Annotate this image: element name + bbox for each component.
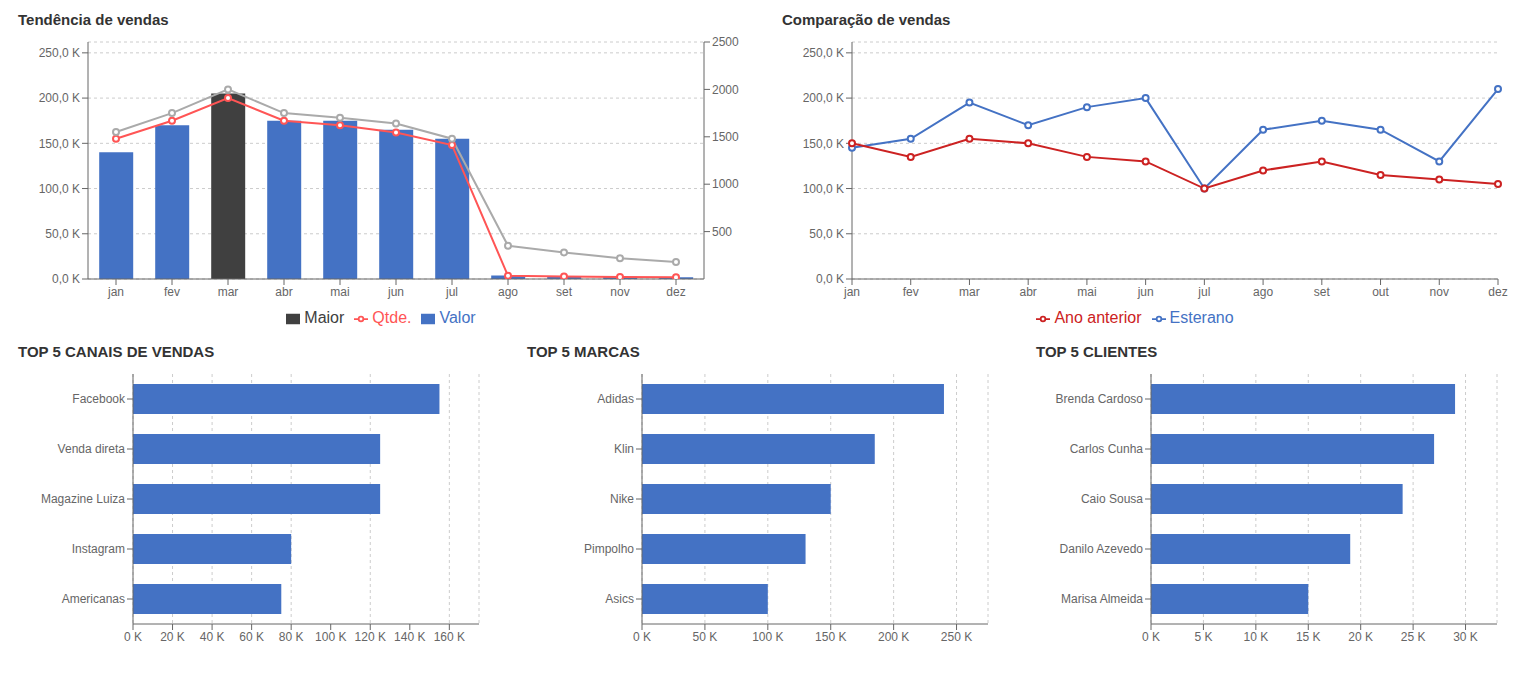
html-text:Maior: Maior (304, 309, 345, 326)
html-text:Esterano: Esterano (1169, 309, 1234, 326)
svg-text:Magazine Luiza: Magazine Luiza (41, 492, 125, 506)
svg-text:60 K: 60 K (239, 630, 264, 644)
html-text:Tendência de vendas: Tendência de vendas (18, 11, 169, 28)
svg-text:100,0 K: 100,0 K (803, 182, 844, 196)
svg-text:jan: jan (107, 285, 124, 299)
svg-text:Carlos Cunha: Carlos Cunha (1070, 442, 1144, 456)
svg-text:0,0 K: 0,0 K (52, 272, 80, 286)
svg-text:Brenda Cardoso: Brenda Cardoso (1056, 392, 1144, 406)
svg-text:out: out (1372, 285, 1389, 299)
svg-text:set: set (556, 285, 573, 299)
html-text:Ano anterior: Ano anterior (1054, 309, 1142, 326)
svg-text:200 K: 200 K (878, 630, 909, 644)
svg-text:Pimpolho: Pimpolho (584, 542, 634, 556)
svg-text:140 K: 140 K (394, 630, 425, 644)
svg-text:40 K: 40 K (200, 630, 225, 644)
svg-text:30 K: 30 K (1453, 630, 1478, 644)
svg-text:10 K: 10 K (1244, 630, 1269, 644)
svg-text:150,0 K: 150,0 K (39, 137, 80, 151)
svg-text:500: 500 (712, 225, 732, 239)
svg-text:0,0 K: 0,0 K (816, 272, 844, 286)
svg-text:Caio Sousa: Caio Sousa (1081, 492, 1143, 506)
svg-text:200,0 K: 200,0 K (39, 91, 80, 105)
svg-text:mar: mar (959, 285, 980, 299)
html-text:Qtde.: Qtde. (372, 309, 412, 326)
svg-text:100 K: 100 K (752, 630, 783, 644)
svg-text:2000: 2000 (712, 83, 739, 97)
html-text:Valor: Valor (439, 309, 476, 326)
svg-text:Adidas: Adidas (597, 392, 634, 406)
svg-text:150,0 K: 150,0 K (803, 137, 844, 151)
svg-text:ago: ago (498, 285, 518, 299)
svg-text:0 K: 0 K (633, 630, 651, 644)
svg-text:fev: fev (903, 285, 919, 299)
svg-text:jul: jul (445, 285, 458, 299)
svg-text:set: set (1314, 285, 1331, 299)
html-text:TOP 5 CLIENTES: TOP 5 CLIENTES (1036, 343, 1158, 360)
html-text:TOP 5 MARCAS: TOP 5 MARCAS (527, 343, 640, 360)
svg-text:mar: mar (218, 285, 239, 299)
svg-text:jun: jun (387, 285, 404, 299)
svg-text:nov: nov (610, 285, 629, 299)
svg-text:100,0 K: 100,0 K (39, 182, 80, 196)
svg-text:25 K: 25 K (1401, 630, 1426, 644)
svg-text:20 K: 20 K (160, 630, 185, 644)
svg-text:Danilo Azevedo: Danilo Azevedo (1060, 542, 1144, 556)
svg-text:1000: 1000 (712, 177, 739, 191)
svg-text:2500: 2500 (712, 35, 739, 49)
svg-text:50,0 K: 50,0 K (45, 227, 80, 241)
svg-text:mai: mai (330, 285, 349, 299)
svg-text:jun: jun (1137, 285, 1154, 299)
svg-text:dez: dez (666, 285, 685, 299)
svg-text:Venda direta: Venda direta (58, 442, 126, 456)
svg-text:250 K: 250 K (941, 630, 972, 644)
html-text:TOP 5 CANAIS DE VENDAS: TOP 5 CANAIS DE VENDAS (18, 343, 215, 360)
svg-text:200,0 K: 200,0 K (803, 91, 844, 105)
svg-text:Klin: Klin (614, 442, 634, 456)
svg-text:120 K: 120 K (355, 630, 386, 644)
svg-text:nov: nov (1430, 285, 1449, 299)
svg-text:jan: jan (843, 285, 860, 299)
svg-text:ago: ago (1253, 285, 1273, 299)
svg-text:80 K: 80 K (279, 630, 304, 644)
svg-text:15 K: 15 K (1296, 630, 1321, 644)
svg-text:150 K: 150 K (815, 630, 846, 644)
svg-text:100 K: 100 K (315, 630, 346, 644)
svg-text:50,0 K: 50,0 K (809, 227, 844, 241)
svg-text:Marisa Almeida: Marisa Almeida (1061, 592, 1143, 606)
svg-text:abr: abr (275, 285, 292, 299)
svg-text:0 K: 0 K (1142, 630, 1160, 644)
svg-text:1500: 1500 (712, 130, 739, 144)
svg-text:250,0 K: 250,0 K (39, 46, 80, 60)
svg-text:Asics: Asics (605, 592, 634, 606)
svg-text:abr: abr (1020, 285, 1037, 299)
svg-text:50 K: 50 K (693, 630, 718, 644)
svg-text:Instagram: Instagram (72, 542, 125, 556)
svg-text:fev: fev (164, 285, 180, 299)
svg-text:dez: dez (1488, 285, 1507, 299)
html-text:Comparação de vendas: Comparação de vendas (782, 11, 951, 28)
svg-text:Facebook: Facebook (72, 392, 126, 406)
svg-text:5 K: 5 K (1194, 630, 1212, 644)
svg-text:250,0 K: 250,0 K (803, 46, 844, 60)
svg-text:mai: mai (1077, 285, 1096, 299)
svg-text:160 K: 160 K (434, 630, 465, 644)
svg-text:20 K: 20 K (1348, 630, 1373, 644)
svg-text:Nike: Nike (610, 492, 634, 506)
svg-text:Americanas: Americanas (62, 592, 125, 606)
svg-text:jul: jul (1197, 285, 1210, 299)
svg-text:0 K: 0 K (124, 630, 142, 644)
